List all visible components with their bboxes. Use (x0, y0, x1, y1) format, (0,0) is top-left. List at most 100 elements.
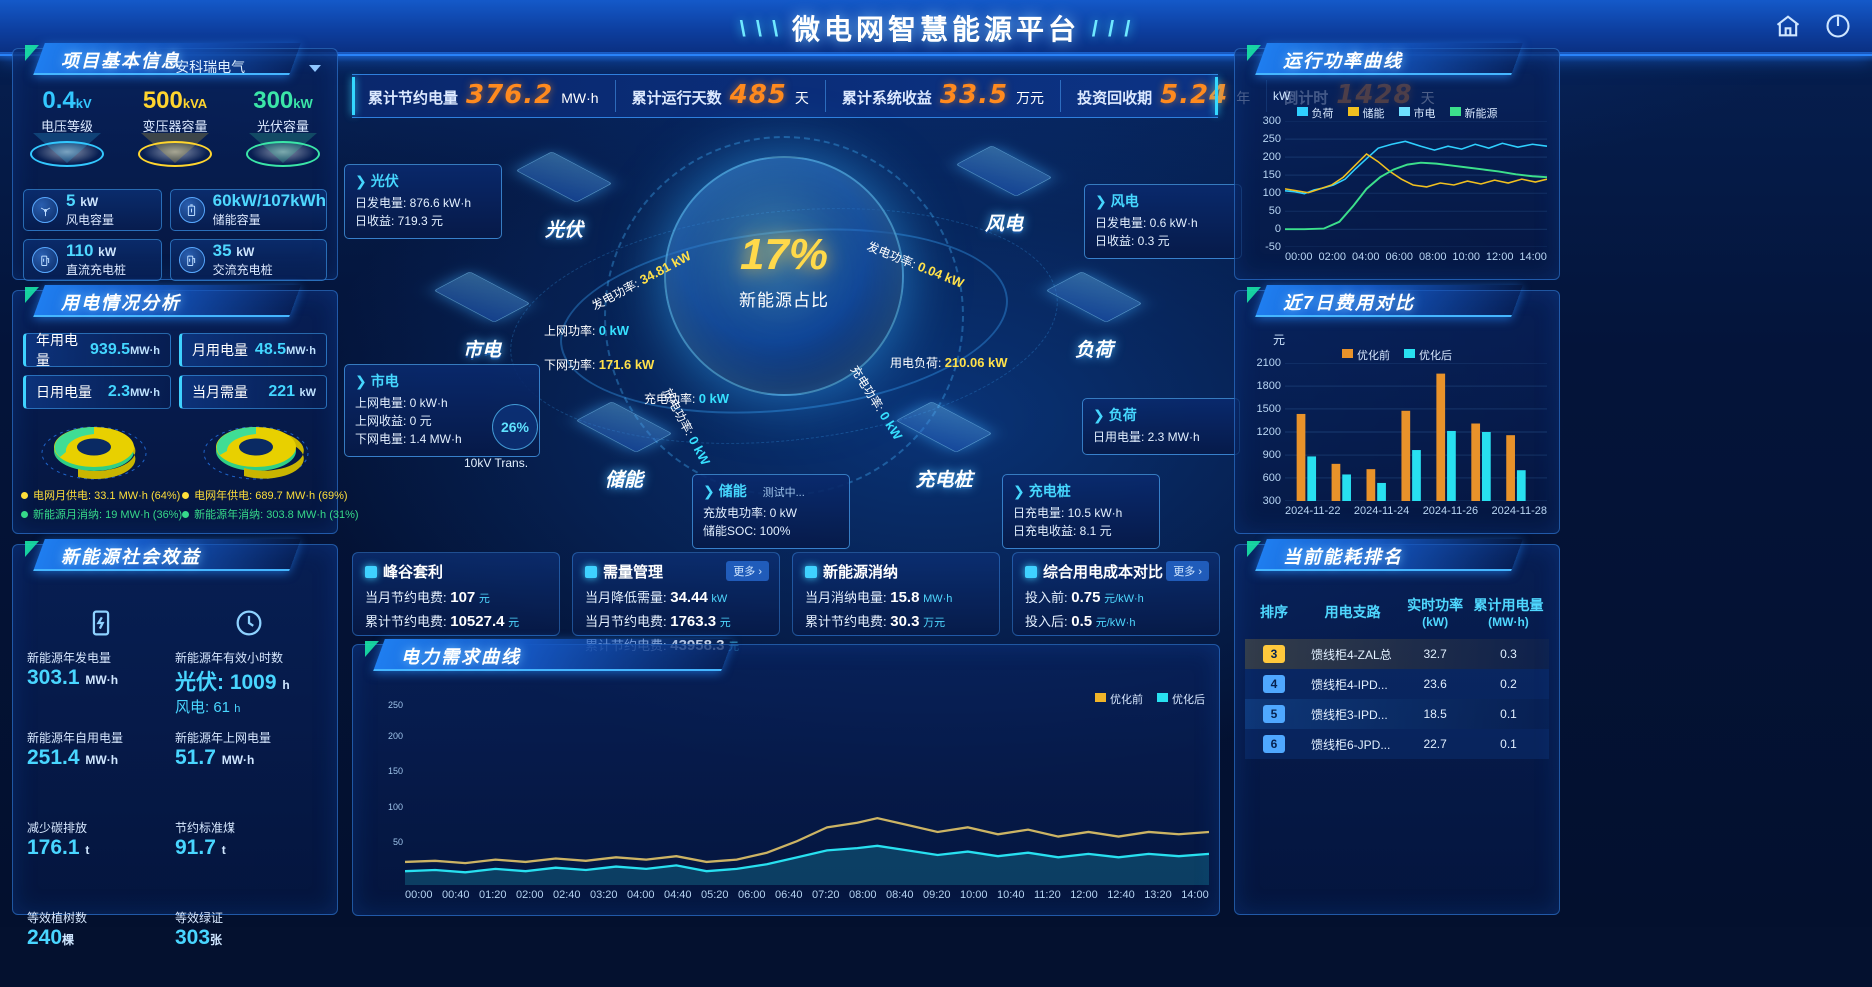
card-name: 风电容量 (66, 213, 115, 227)
benefit-grid-export: 新能源年上网电量 51.7 MW·h (175, 721, 323, 807)
legend-before[interactable]: 优化前 (1342, 347, 1390, 363)
panel-title: 项目基本信息 (61, 51, 181, 71)
node-storage[interactable]: 储能 (564, 396, 684, 491)
summary-cards-row: 峰谷套利 当月节约电费: 107 元 累计节约电费: 10527.4 元 需量管… (352, 552, 1220, 654)
gauge-disc (246, 141, 320, 167)
gauge-transformer: 500kVA 变压器容量 (121, 89, 229, 189)
legend-swatch (1296, 107, 1308, 116)
node-pv[interactable]: 光伏 (504, 146, 624, 241)
node-label: 负荷 (1074, 340, 1113, 361)
card-title-row: 需量管理 (585, 561, 767, 582)
x-tick: 09:20 (923, 889, 951, 901)
y-tick: 600 (1262, 471, 1281, 484)
benefit-value: 240 (27, 926, 63, 949)
card-row: 累计节约电费: 10527.4 元 (365, 613, 520, 630)
legend-grid[interactable]: 市电 (1398, 105, 1436, 121)
row-label: 当月需量 (192, 384, 248, 400)
pv-panel-icon (515, 151, 613, 203)
card-icon (805, 565, 817, 578)
x-tick: 10:00 (960, 889, 988, 901)
card-dc-charger: 110 kW 直流充电桩 (23, 239, 162, 281)
y-tick: -50 (1265, 241, 1281, 253)
cell-energy: 0.3 (1500, 647, 1517, 661)
kpi-label: 累计节约电量 (368, 90, 459, 107)
node-charger[interactable]: 充电桩 (884, 396, 1004, 491)
card-title-row: 新能源消纳 (805, 561, 987, 582)
table-row[interactable]: 4 馈线柜4-IPD... 23.6 0.2 (1245, 669, 1549, 699)
card-value: 110 (66, 240, 94, 260)
legend-item: 新能源年消纳: 303.8 MW·h (31%) (182, 506, 359, 522)
home-icon[interactable] (1774, 12, 1802, 45)
node-label: 充电桩 (915, 470, 973, 491)
benefit-coal-saved: 节约标准煤 91.7 t (175, 811, 323, 897)
card-row: 当月节约电费: 1763.3 元 (585, 613, 731, 630)
legend-after[interactable]: 优化后 (1157, 691, 1205, 707)
more-button[interactable]: 更多 › (726, 561, 769, 581)
infobox-row: 下网电量: 1.4 MW·h (355, 432, 462, 446)
panel-cost-7days: 近7日费用对比 元 优化前 优化后 2100 1800 1500 1200 90… (1234, 285, 1560, 534)
card-demand-management: 需量管理 更多 › 当月降低需量: 34.44 kW 当月节约电费: 1763.… (572, 552, 780, 654)
gauge-unit: kV (75, 96, 92, 111)
card-value: 5 (66, 190, 76, 210)
x-tick: 05:20 (701, 889, 729, 901)
legend-swatch (1342, 349, 1353, 358)
y-tick: 1500 (1256, 402, 1281, 415)
row-label: 月用电量 (192, 342, 248, 358)
donut-monthly (13, 411, 175, 483)
col-rank: 排序 (1260, 604, 1288, 620)
x-tick: 06:00 (738, 889, 766, 901)
x-tick: 08:00 (849, 889, 877, 901)
infobox-row: 日收益: 719.3 元 (355, 214, 444, 228)
x-tick: 02:00 (1318, 251, 1347, 263)
card-icon (585, 565, 597, 578)
x-tick: 03:20 (590, 889, 618, 901)
node-wind[interactable]: 风电 (944, 140, 1064, 235)
node-grid[interactable]: 市电 (422, 266, 542, 361)
x-tick: 08:40 (886, 889, 914, 901)
cell-branch: 馈线柜3-IPD... (1311, 707, 1388, 722)
infobox-pv: ❯ 光伏 日发电量: 876.6 kW·h 日收益: 719.3 元 (344, 164, 502, 239)
node-load[interactable]: 负荷 (1034, 266, 1154, 361)
legend-storage[interactable]: 储能 (1347, 105, 1385, 121)
flow-load-demand: 用电负荷: 210.06 kW (890, 355, 1008, 370)
run-power-chart: kW 负荷 储能 市电 新能源 300 250 200 150 100 50 0… (1243, 89, 1551, 271)
rank-badge: 4 (1263, 675, 1285, 693)
card-title: 新能源消纳 (823, 564, 899, 581)
clock-icon (222, 599, 276, 647)
col-total-energy: 累计用电量 (MW·h) (1473, 597, 1544, 629)
kpi-unit: 天 (794, 90, 809, 106)
cell-branch: 馈线柜4-IPD... (1311, 677, 1388, 692)
legend-dot (182, 510, 190, 518)
table-row[interactable]: 6 馈线柜6-JPD... 22.7 0.1 (1245, 729, 1549, 759)
gauge-name: 变压器容量 (142, 119, 208, 134)
wind-farm-icon (955, 145, 1053, 197)
y-tick: 150 (387, 766, 403, 777)
x-tick: 00:40 (442, 889, 470, 901)
legend-before[interactable]: 优化前 (1095, 691, 1143, 707)
cost-chart: 元 优化前 优化后 2100 1800 1500 1200 900 600 30… (1243, 331, 1551, 525)
gauge-disc (30, 141, 104, 167)
more-button[interactable]: 更多 › (1166, 561, 1209, 581)
arrow-right-icon: ❯ (1013, 483, 1025, 499)
legend-renewable[interactable]: 新能源 (1449, 105, 1498, 121)
company-selector[interactable]: 安科瑞电气 (175, 57, 321, 77)
legend-after[interactable]: 优化后 (1404, 347, 1452, 363)
panel-title: 当前能耗排名 (1283, 547, 1403, 567)
demand-svg-wrap (404, 689, 1210, 885)
renewable-percent-caption: 新能源占比 (739, 291, 829, 310)
x-tick: 12:40 (1107, 889, 1135, 901)
infobox-row: 充放电功率: 0 kW (703, 506, 798, 520)
table-row[interactable]: 3 馈线柜4-ZAL总 32.7 0.3 (1245, 639, 1549, 669)
storage-status-tag: 测试中... (762, 487, 805, 499)
table-row[interactable]: 5 馈线柜3-IPD... 18.5 0.1 (1245, 699, 1549, 729)
panel-header: 当前能耗排名 (1231, 539, 1559, 573)
legend-load[interactable]: 负荷 (1296, 105, 1334, 121)
x-tick: 00:00 (405, 889, 433, 901)
company-name: 安科瑞电气 (175, 59, 246, 75)
x-tick: 04:00 (1351, 251, 1380, 263)
power-icon[interactable] (1824, 12, 1852, 45)
card-unit: kW (80, 194, 99, 209)
legend-swatch (1347, 107, 1359, 116)
card-title-row: 综合用电成本对比 (1025, 561, 1207, 582)
arrow-right-icon: ❯ (1095, 193, 1107, 209)
